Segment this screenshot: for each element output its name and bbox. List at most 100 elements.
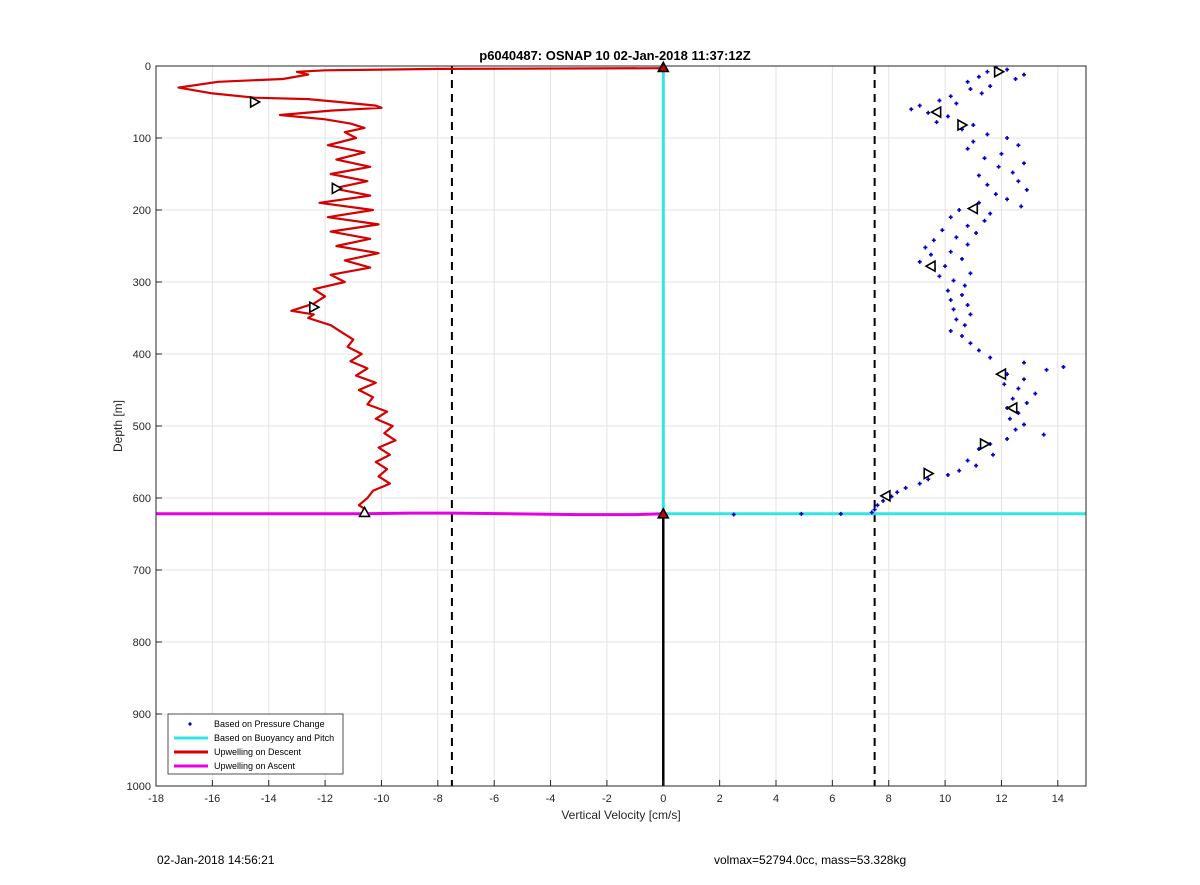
pressure-change-point [926,477,931,482]
pressure-change-point [1033,391,1038,396]
reference-lines [450,66,876,786]
triangle-marker [966,202,979,215]
pressure-change-point [976,348,981,353]
pressure-change-point [931,238,936,243]
pressure-change-point [991,452,995,457]
pressure-change-point [965,458,970,463]
pressure-change-point [960,256,964,261]
x-tick-label: -8 [433,793,443,805]
x-tick-label: 14 [1052,793,1064,805]
pressure-change-point [993,192,998,197]
triangle-marker [656,507,670,519]
legend-label: Upwelling on Descent [214,747,302,757]
pressure-change-point [945,114,950,119]
triangle-marker [358,505,371,518]
x-tick-label: 12 [995,793,1007,805]
pressure-change-point [838,511,843,516]
pressure-change-point [996,164,1001,169]
pressure-change-point [937,98,942,103]
pressure-change-point [965,242,970,247]
triangle-marker [249,95,262,109]
legend-label: Based on Buoyancy and Pitch [214,733,334,743]
pressure-change-point [923,245,928,250]
x-tick-label: 8 [886,793,892,805]
footer-timestamp: 02-Jan-2018 14:56:21 [157,853,275,867]
pressure-change-point [999,151,1004,156]
y-axis-label: Depth [m] [111,400,125,452]
x-tick-label: -14 [261,793,277,805]
x-tick-label: 4 [773,793,779,805]
legend-swatch [188,722,192,726]
pressure-change-point [1010,396,1015,401]
pressure-change-point [948,215,953,220]
pressure-change-point [965,303,970,308]
pressure-change-point [1016,386,1021,391]
pressure-change-point [869,510,874,515]
pressure-change-point [1019,204,1024,209]
x-tick-label: 2 [717,793,723,805]
chart-title: p6040487: OSNAP 10 02-Jan-2018 11:37:12Z [479,48,751,63]
pressure-change-point [1044,367,1049,372]
x-tick-label: 0 [660,793,666,805]
pressure-change-point [965,223,970,228]
pressure-change-point [957,208,962,212]
legend: Based on Pressure Change Based on Buoyanc… [167,713,344,775]
triangle-marker [879,489,891,503]
pressure-change-point [731,512,736,517]
triangle-marker [656,60,670,73]
pressure-change-point [982,156,987,161]
pressure-change-point [957,468,962,473]
pressure-change-point [971,123,976,128]
triangle-marker [957,118,969,132]
pressure-change-point [974,463,979,468]
y-tick-label: 700 [133,565,151,577]
x-tick-label: 10 [939,793,951,805]
triangle-marker [924,259,936,273]
pressure-change-point [881,498,886,503]
x-tick-label: -10 [374,793,390,805]
y-tick-label: 800 [133,637,151,649]
pressure-change-point [971,139,976,144]
pressure-change-point [934,120,939,125]
y-tick-label: 300 [133,277,151,289]
pressure-change-point [976,74,981,79]
pressure-change-point [968,341,973,346]
pressure-change-point [954,317,959,322]
triangle-marker [923,467,935,480]
pressure-change-point [988,84,993,89]
pressure-change-point [985,69,990,74]
pressure-change-point [1005,197,1010,202]
series-upwelling-on-descent [177,67,664,513]
series-upwelling-on-ascent [156,511,664,517]
y-tick-label: 500 [133,421,151,433]
pressure-change-point [962,323,967,328]
triangle-marker [309,300,321,314]
y-tick-label: 600 [133,493,151,505]
x-tick-label: -2 [602,793,612,805]
x-tick-label: -4 [546,793,556,805]
pressure-change-point [1016,143,1021,148]
pressure-change-point [917,259,922,264]
pressure-change-point [962,283,967,288]
pressure-change-point [968,312,973,317]
pressure-change-point [1022,422,1026,427]
triangle-marker [1006,401,1018,415]
pressure-change-point [1010,170,1015,175]
y-tick-label: 900 [133,709,151,721]
pressure-change-point [926,110,931,115]
pressure-change-point [1022,72,1026,77]
pressure-change-point [1022,377,1026,382]
y-tick-label: 1000 [127,781,151,793]
triangle-marker [979,437,992,451]
y-tick-label: 0 [145,61,151,73]
pressure-change-point [909,107,914,112]
pressure-change-point [1016,179,1021,184]
triangle-marker [929,105,942,119]
pressure-change-point [1002,382,1007,387]
pressure-change-point [1007,416,1012,421]
legend-label: Based on Pressure Change [214,719,325,729]
pressure-change-point [988,211,993,216]
pressure-change-point [948,249,953,254]
pressure-change-point [903,485,908,490]
x-axis-label: Vertical Velocity [cm/s] [561,808,680,822]
